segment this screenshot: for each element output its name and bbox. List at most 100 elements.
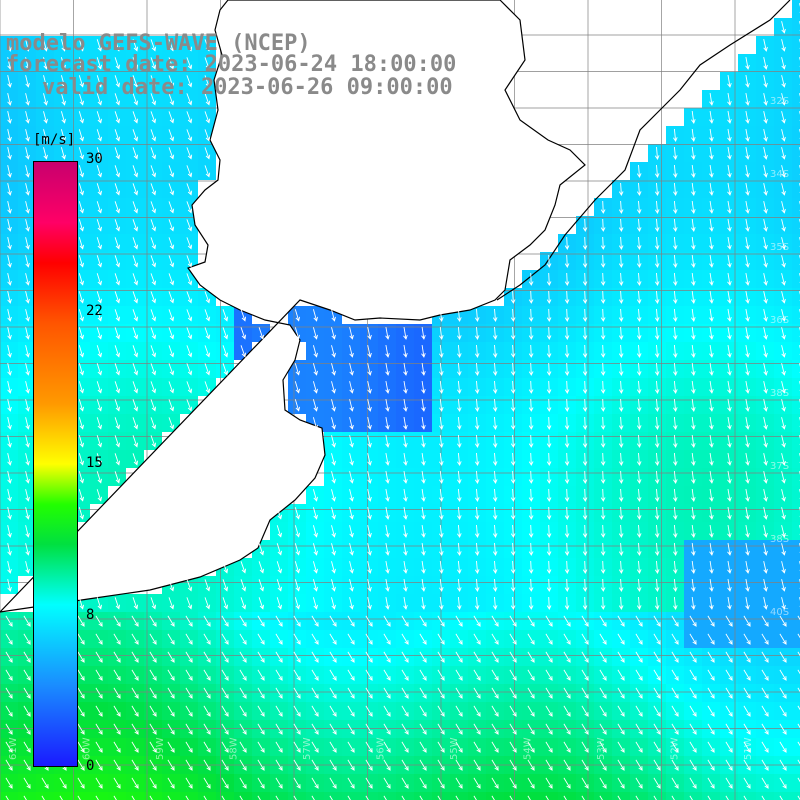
wind-arrow	[95, 651, 103, 663]
wind-arrow	[257, 795, 261, 800]
wind-arrow	[600, 290, 606, 304]
wind-arrow	[673, 506, 678, 520]
wind-arrow	[311, 651, 319, 663]
wind-arrow	[96, 309, 103, 322]
wind-arrow	[25, 435, 30, 448]
wind-arrow	[618, 236, 624, 250]
wind-arrow	[23, 759, 31, 771]
wind-arrow	[439, 326, 444, 340]
wind-arrow	[474, 596, 480, 610]
wind-arrow	[7, 417, 12, 430]
wind-arrow	[114, 183, 121, 196]
wind-arrow	[727, 183, 732, 196]
wind-arrow	[25, 255, 30, 268]
wind-arrow	[293, 687, 301, 699]
wind-arrow	[168, 291, 175, 304]
wind-arrow	[23, 651, 31, 663]
wind-arrow	[419, 777, 427, 789]
wind-arrow	[347, 777, 355, 789]
wind-arrow	[510, 596, 516, 610]
field-cell	[288, 792, 306, 800]
wind-arrow	[240, 597, 247, 610]
wind-arrow	[763, 417, 768, 430]
wind-arrow	[763, 489, 768, 502]
wind-arrow	[763, 201, 768, 214]
wind-arrow	[673, 542, 678, 556]
wind-arrow	[114, 39, 121, 52]
wind-arrow	[491, 705, 499, 717]
field-cell	[378, 792, 396, 800]
wind-arrow	[167, 777, 175, 789]
wind-arrow	[385, 345, 390, 358]
wind-arrow	[258, 327, 265, 340]
wind-arrow	[311, 687, 319, 699]
colorbar-tick-22: 22	[86, 303, 103, 319]
wind-arrow	[383, 723, 391, 735]
wind-arrow	[781, 273, 786, 286]
wind-arrow	[709, 507, 714, 520]
wind-arrow	[635, 615, 643, 627]
wind-arrow	[563, 633, 571, 645]
wind-arrow	[509, 633, 517, 645]
wind-arrow	[474, 398, 480, 412]
wind-arrow	[7, 291, 12, 304]
wind-arrow	[132, 93, 139, 106]
wind-arrow	[564, 506, 570, 520]
wind-arrow	[654, 560, 660, 574]
wind-arrow	[671, 705, 679, 717]
wind-arrow	[635, 669, 643, 681]
wind-arrow	[745, 255, 750, 268]
wind-arrow	[167, 633, 175, 645]
wind-arrow	[707, 777, 715, 789]
wind-arrow	[745, 525, 750, 538]
wind-arrow	[365, 759, 373, 771]
wind-arrow	[43, 129, 48, 142]
wind-arrow	[204, 39, 211, 52]
wind-arrow	[617, 777, 625, 789]
wind-arrow	[581, 651, 589, 663]
wind-arrow	[78, 399, 85, 412]
wind-arrow	[132, 399, 139, 412]
wind-arrow	[745, 507, 750, 520]
wind-arrow	[727, 309, 732, 322]
wind-arrow	[131, 759, 139, 771]
wind-arrow	[222, 561, 229, 574]
wind-arrow	[132, 309, 139, 322]
wind-arrow	[185, 651, 193, 663]
wind-arrow	[168, 93, 175, 106]
wind-arrow	[527, 795, 531, 800]
wind-arrow	[131, 615, 139, 627]
wind-arrow	[709, 435, 714, 448]
wind-arrow	[257, 741, 265, 753]
wind-arrow	[43, 147, 48, 160]
wind-arrow	[186, 309, 193, 322]
wind-arrow	[113, 705, 121, 717]
wind-arrow	[78, 255, 85, 268]
wind-arrow	[474, 452, 480, 466]
wind-arrow	[7, 129, 12, 142]
wind-arrow	[727, 237, 732, 250]
wind-arrow	[168, 327, 175, 340]
wind-arrow	[618, 326, 624, 340]
wind-arrow	[691, 164, 696, 178]
wind-arrow	[367, 543, 372, 556]
wind-arrow	[96, 39, 103, 52]
wind-arrow	[689, 633, 697, 645]
wind-arrow	[25, 543, 30, 556]
wind-arrow	[691, 236, 696, 250]
wind-arrow	[168, 183, 175, 196]
wind-arrow	[491, 741, 499, 753]
wind-arrow	[185, 759, 193, 771]
wind-arrow	[349, 597, 354, 610]
wind-arrow	[671, 759, 679, 771]
wind-arrow	[149, 651, 157, 663]
wind-arrow	[419, 633, 427, 645]
wind-arrow	[419, 651, 427, 663]
wind-arrow	[492, 596, 498, 610]
wind-arrow	[421, 453, 426, 466]
wind-arrow	[331, 453, 336, 466]
wind-arrow	[691, 470, 696, 484]
wind-arrow	[745, 561, 750, 574]
wind-arrow	[186, 399, 193, 412]
wind-arrow	[25, 75, 30, 88]
